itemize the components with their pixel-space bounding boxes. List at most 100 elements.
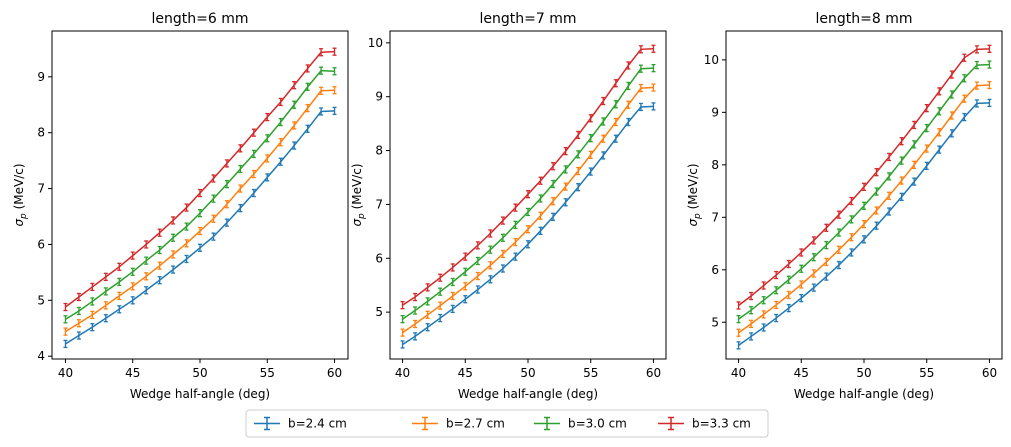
legend-label: b=3.0 cm (568, 417, 627, 431)
error-bar (962, 53, 967, 62)
y-tick-label: 7 (37, 182, 45, 196)
error-bar (563, 198, 568, 207)
error-bar (588, 150, 593, 160)
error-bar (211, 232, 216, 241)
x-tick-label: 40 (731, 366, 746, 380)
error-bar (198, 226, 202, 236)
error-bar (899, 156, 904, 165)
error-bar (626, 81, 631, 91)
x-tick-label: 55 (919, 366, 934, 380)
error-bar (184, 254, 189, 264)
error-bar (305, 124, 310, 133)
error-bar (400, 300, 405, 310)
error-bar (887, 172, 892, 181)
error-bar (749, 319, 754, 328)
error-bar (551, 197, 556, 206)
error-bar (292, 141, 297, 150)
error-bar (937, 128, 942, 137)
error-bar (526, 190, 530, 199)
error-bar (987, 80, 992, 90)
error-bar (278, 117, 283, 127)
error-bar (500, 249, 505, 259)
error-bar (937, 145, 942, 154)
error-bar (786, 259, 791, 269)
error-bar (144, 272, 149, 281)
error-bar (638, 64, 643, 73)
error-bar (811, 253, 816, 262)
error-bar (949, 70, 954, 79)
error-bar (171, 216, 176, 225)
error-bar (488, 275, 493, 284)
error-bar (974, 99, 979, 108)
error-bar (749, 332, 754, 341)
error-bar (157, 261, 162, 270)
error-bar (184, 239, 189, 248)
error-bar (949, 111, 954, 120)
error-bar (513, 203, 518, 212)
error-bar (799, 280, 804, 289)
error-bar (198, 209, 202, 218)
error-bar (588, 114, 593, 123)
error-bar (450, 263, 455, 272)
error-bar (488, 245, 493, 254)
error-bar (962, 74, 967, 83)
error-bar (130, 251, 135, 260)
error-bar (63, 315, 68, 324)
y-tick-label: 4 (37, 349, 45, 363)
error-bar (774, 313, 779, 323)
y-tick-label: 7 (711, 210, 719, 224)
error-bar (799, 293, 804, 303)
error-bar (413, 319, 418, 329)
error-bar (305, 64, 310, 73)
error-bar (238, 144, 243, 153)
y-tick-label: 9 (375, 90, 383, 104)
y-tick-label: 5 (375, 305, 383, 319)
error-bar (265, 154, 270, 163)
error-bar (90, 282, 95, 292)
error-bar (238, 203, 243, 213)
error-bar (500, 233, 505, 242)
legend: b=2.4 cm b=2.7 cm b=3.0 cm b=3.3 cm (245, 409, 769, 438)
error-bar (526, 207, 530, 217)
error-bar (305, 103, 310, 113)
error-bar (987, 44, 992, 53)
error-bar (475, 241, 480, 250)
error-bar (463, 295, 468, 304)
legend-box (245, 409, 769, 438)
error-bar (849, 215, 854, 224)
error-bar (438, 313, 443, 323)
error-bar (786, 290, 791, 300)
error-bar (251, 128, 256, 137)
error-bar (962, 112, 967, 122)
error-bar (425, 310, 430, 319)
error-bar (874, 168, 879, 177)
error-bar (198, 243, 202, 252)
y-tick-label: 8 (711, 158, 719, 172)
error-bar (332, 47, 337, 56)
error-bar (836, 210, 841, 219)
error-bar (171, 250, 176, 259)
error-bar (962, 94, 967, 103)
error-bar (551, 179, 556, 189)
series-b=3.3 cm (63, 47, 337, 312)
error-bar (463, 267, 468, 276)
error-bar (774, 300, 779, 310)
error-bar (613, 117, 618, 127)
error-bar (76, 306, 81, 316)
error-bar (144, 256, 149, 265)
error-bar (450, 277, 455, 287)
x-tick-label: 40 (58, 366, 73, 380)
error-bar (211, 174, 216, 183)
error-bar (117, 305, 122, 314)
error-bar (292, 100, 297, 109)
error-bar (761, 296, 766, 305)
error-bar (836, 228, 841, 237)
error-bar (332, 67, 337, 76)
error-bar (836, 260, 841, 270)
error-bar (63, 302, 68, 312)
error-bar (887, 191, 892, 200)
error-bar (924, 161, 929, 171)
chart-panel-2: 40 45 50 55 60 5 6 7 8 9 10 length=7 mm Wedge half-a… (350, 11, 667, 401)
series-b=3.0 cm (400, 64, 656, 324)
